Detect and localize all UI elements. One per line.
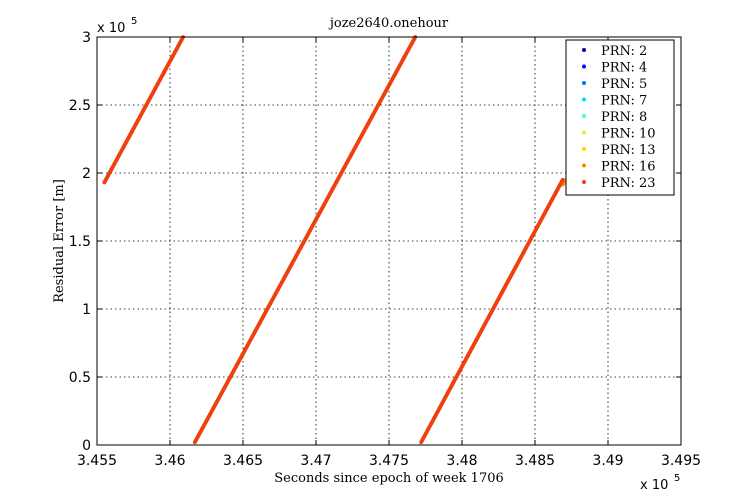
y-tick-label: 0.5 [69, 370, 91, 386]
y-tick-label: 2 [82, 166, 91, 182]
x-exponent-base: x 10 [640, 478, 668, 493]
x-exponent-power: 5 [674, 473, 680, 484]
legend-marker [582, 130, 586, 135]
legend-marker [582, 163, 586, 168]
legend-marker [582, 48, 586, 52]
legend-entry: PRN: 16 [601, 160, 656, 175]
legend-marker [582, 97, 586, 102]
legend-marker [582, 81, 586, 85]
y-exponent: x 10 5 [97, 16, 137, 36]
x-tick-label: 3.495 [661, 453, 701, 469]
x-tick-label: 3.47 [300, 453, 331, 469]
legend-marker [582, 180, 586, 184]
x-tick-label: 3.49 [592, 453, 623, 469]
y-tick-label: 3 [82, 30, 91, 46]
x-tick-label: 3.485 [515, 453, 555, 469]
y-tick-label: 1.5 [69, 234, 91, 250]
data-point [560, 177, 565, 182]
y-tick-label: 2.5 [69, 98, 91, 114]
ticks: 3.455 3.46 3.465 3.47 3.475 3.48 3.485 3.49 3.49… [69, 30, 701, 469]
x-tick-label: 3.46 [154, 453, 185, 469]
y-exponent-base: x 10 [97, 21, 125, 36]
y-exponent-power: 5 [131, 16, 137, 27]
legend-entry: PRN: 4 [601, 61, 647, 76]
x-axis-label: Seconds since epoch of week 1706 [274, 471, 504, 486]
legend-marker [582, 147, 586, 151]
legend-marker [582, 114, 586, 118]
x-tick-label: 3.48 [446, 453, 477, 469]
legend-entry: PRN: 7 [601, 94, 647, 109]
x-tick-label: 3.465 [223, 453, 263, 469]
x-tick-label: 3.455 [77, 453, 117, 469]
legend-entry: PRN: 13 [601, 143, 656, 158]
data-points [102, 35, 570, 445]
legend-entry: PRN: 8 [601, 110, 647, 125]
legend-entry: PRN: 2 [601, 44, 647, 59]
y-axis-label: Residual Error [m] [52, 179, 67, 303]
legend-entry: PRN: 23 [601, 176, 656, 191]
legend-marker [582, 64, 586, 69]
x-tick-label: 3.475 [369, 453, 409, 469]
legend-entry: PRN: 5 [601, 77, 647, 92]
y-tick-label: 0 [82, 438, 91, 454]
y-tick-label: 1 [82, 302, 91, 318]
x-exponent: x 10 5 [640, 473, 680, 493]
chart-title: joze2640.onehour [328, 16, 449, 31]
legend-entry: PRN: 10 [601, 127, 656, 142]
